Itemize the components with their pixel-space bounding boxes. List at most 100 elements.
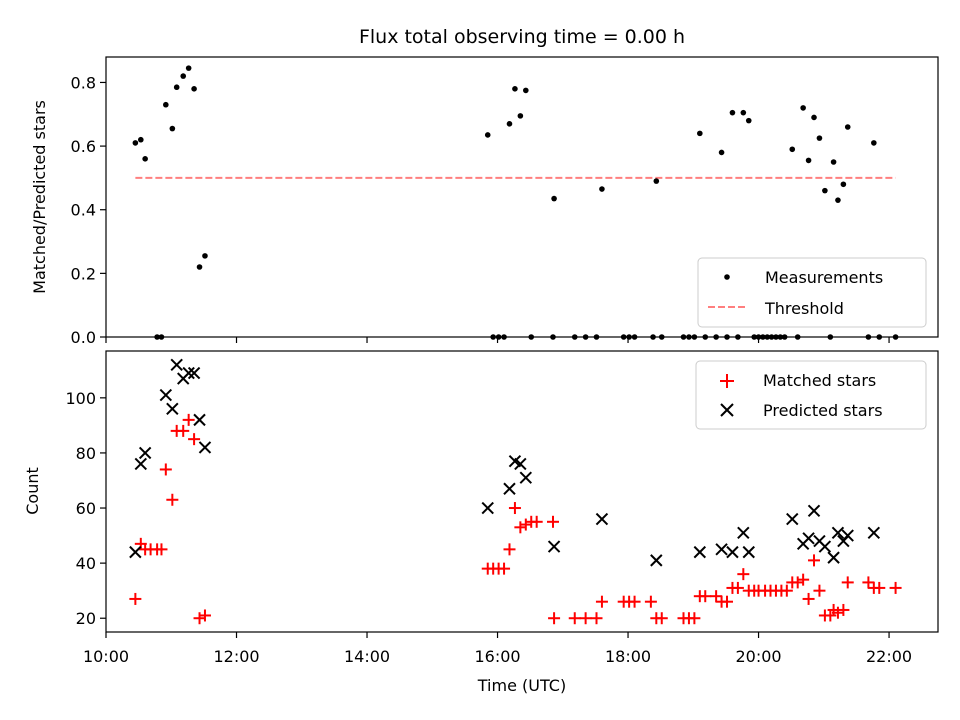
predicted-star-point (503, 482, 516, 495)
top-x-ticks (105, 337, 890, 343)
bottom-y-tick-label: 100 (65, 389, 96, 408)
measurement-point (844, 124, 851, 130)
predicted-star-point (726, 545, 739, 559)
matched-star-point (508, 502, 521, 515)
predicted-star-point (129, 545, 142, 559)
predicted-star-point (159, 388, 173, 402)
top-legend: Measurements Threshold (697, 257, 927, 328)
matched-star-point (862, 576, 875, 589)
measurement-point (551, 195, 557, 202)
predicted-star-point (481, 501, 494, 515)
measurement-point (180, 73, 187, 79)
measurement-point (142, 156, 148, 162)
bottom-y-tick-label: 60 (76, 499, 96, 518)
matched-star-point (166, 493, 179, 506)
predicted-star-point (595, 512, 609, 526)
predicted-star-point (187, 366, 201, 380)
top-axes-frame (105, 56, 939, 338)
matched-star-point (831, 606, 844, 619)
top-y-tick-label: 0.0 (71, 328, 96, 347)
legend-matched-marker (720, 374, 734, 388)
top-panel: Flux total observing time = 0.00 h 0.0 0.… (30, 26, 939, 347)
matched-star-point (655, 612, 668, 625)
matched-star-point (873, 581, 886, 594)
bottom-y-tick-label: 80 (76, 444, 96, 463)
measurement-point (484, 132, 491, 138)
matched-star-point (498, 562, 511, 575)
bottom-plot-area (129, 358, 902, 625)
matched-star-point (797, 573, 810, 586)
matched-star-point (568, 612, 581, 625)
top-y-tick-label: 0.4 (71, 201, 96, 220)
matched-star-point (595, 595, 608, 608)
predicted-star-point (138, 446, 152, 460)
matched-star-point (530, 515, 543, 528)
matched-star-point (808, 554, 821, 567)
measurement-point (653, 178, 660, 184)
measurement-point (822, 187, 828, 194)
measurement-point (805, 157, 812, 164)
measurement-point (506, 121, 513, 127)
predicted-star-point (715, 543, 728, 556)
predicted-star-point (193, 413, 206, 427)
bottom-y-axis-label: Count (23, 467, 42, 515)
bottom-x-tick-label: 12:00 (213, 647, 259, 666)
matched-star-point (791, 576, 804, 589)
top-legend-box (697, 257, 927, 328)
measurement-point (816, 135, 823, 141)
matched-star-point (193, 612, 206, 625)
predicted-star-point (170, 358, 183, 371)
matched-star-point (813, 584, 826, 597)
matched-star-point (699, 590, 712, 603)
matched-star-point (644, 595, 657, 608)
top-y-tick-label: 0.8 (71, 73, 96, 92)
measurement-point (811, 114, 817, 121)
bottom-panel: 20 40 60 80 100 10:00 12:00 14:00 16:00 18:00 20:… (23, 350, 939, 695)
predicted-star-point (818, 540, 832, 553)
predicted-star-point (514, 457, 527, 471)
predicted-star-point (693, 545, 707, 559)
measurement-point (718, 149, 725, 156)
bottom-x-tick-label: 22:00 (866, 647, 912, 666)
measurement-point (185, 65, 192, 71)
legend-predicted-marker (720, 403, 734, 417)
legend-matched-label: Matched stars (763, 371, 876, 390)
predicted-star-point (841, 529, 854, 542)
predicted-star-point (737, 526, 750, 540)
bottom-x-tick-label: 14:00 (344, 647, 390, 666)
measurement-point (523, 87, 529, 94)
top-y-tick-label: 0.2 (71, 264, 96, 283)
matched-star-point (837, 603, 850, 616)
chart-title: Flux total observing time = 0.00 h (359, 26, 685, 48)
measurement-point (173, 84, 180, 91)
measurement-point (132, 140, 139, 146)
measurement-point (697, 130, 703, 137)
measurement-point (840, 181, 847, 188)
predicted-star-point (807, 504, 821, 517)
predicted-star-point (802, 532, 815, 545)
measurement-point (512, 86, 518, 92)
measurement-point (789, 146, 796, 153)
bottom-axes-frame (105, 350, 939, 633)
predicted-star-point (134, 457, 148, 471)
predicted-star-point (182, 366, 195, 380)
bottom-legend-box (695, 360, 927, 430)
measurement-point (729, 109, 736, 116)
measurement-point (169, 125, 176, 132)
matched-star-point (548, 612, 561, 625)
matched-star-point (841, 576, 854, 589)
predicted-star-point (650, 554, 663, 567)
measurement-point (138, 136, 144, 143)
bottom-y-tick-label: 20 (76, 609, 96, 628)
top-y-tick-label: 0.6 (71, 137, 96, 156)
bottom-x-tick-label: 10:00 (83, 647, 129, 666)
bottom-y-tick-label: 40 (76, 554, 96, 573)
measurement-point (740, 109, 747, 116)
matched-star-point (889, 581, 902, 594)
legend-measurements-label: Measurements (765, 268, 883, 287)
matched-star-point (802, 592, 815, 605)
matched-star-point (710, 590, 723, 603)
measurement-point (202, 253, 208, 259)
